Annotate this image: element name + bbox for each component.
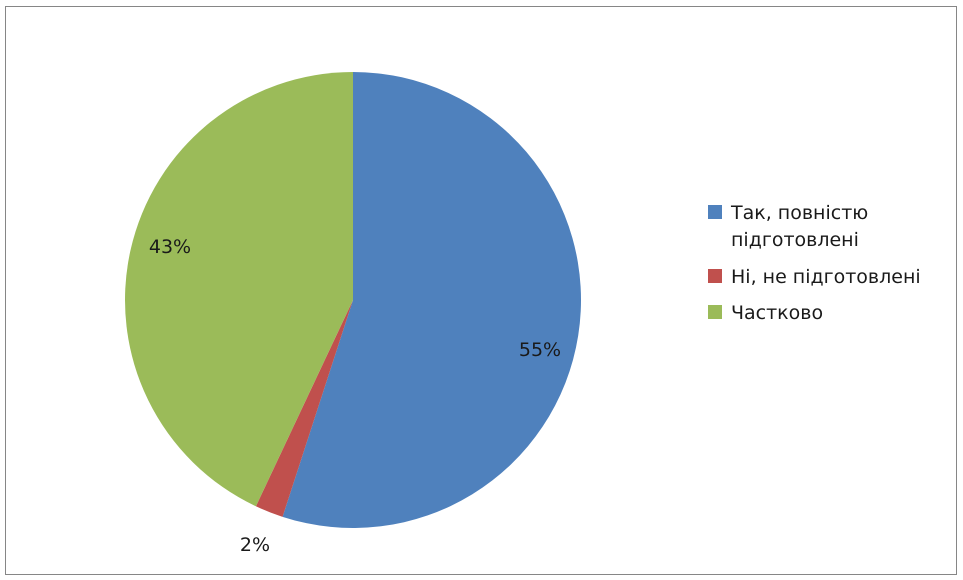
pie-data-label: 2% [240, 534, 270, 556]
pie-slice [255, 300, 353, 517]
pie-data-label: 55% [519, 339, 561, 361]
pie-slice [282, 72, 581, 528]
legend-label: Так, повністю підготовлені [731, 202, 869, 251]
legend-swatch [708, 269, 722, 283]
legend-label: Ні, не підготовлені [731, 266, 921, 288]
pie-data-label: 43% [149, 236, 191, 258]
legend-item: Частково [708, 300, 953, 327]
pie-slice [125, 72, 353, 507]
legend-swatch [708, 305, 722, 319]
legend-item: Так, повністю підготовлені [708, 200, 953, 254]
legend: Так, повністю підготовлені Ні, не підгот… [708, 200, 953, 361]
legend-item: Ні, не підготовлені [708, 264, 953, 291]
pie-slices [125, 72, 581, 528]
legend-swatch [708, 205, 722, 219]
legend-label: Частково [731, 302, 824, 324]
pie-data-labels: 55% 2% 43% [149, 236, 561, 556]
